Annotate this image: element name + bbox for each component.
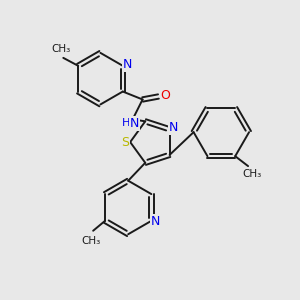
Text: H: H [122,118,130,128]
Text: CH₃: CH₃ [82,236,101,246]
Text: CH₃: CH₃ [242,169,262,179]
Text: CH₃: CH₃ [52,44,71,54]
Text: N: N [130,117,139,130]
Text: N: N [151,215,160,228]
Text: O: O [160,89,170,102]
Text: N: N [123,58,132,71]
Text: N: N [169,121,178,134]
Text: S: S [121,136,129,148]
